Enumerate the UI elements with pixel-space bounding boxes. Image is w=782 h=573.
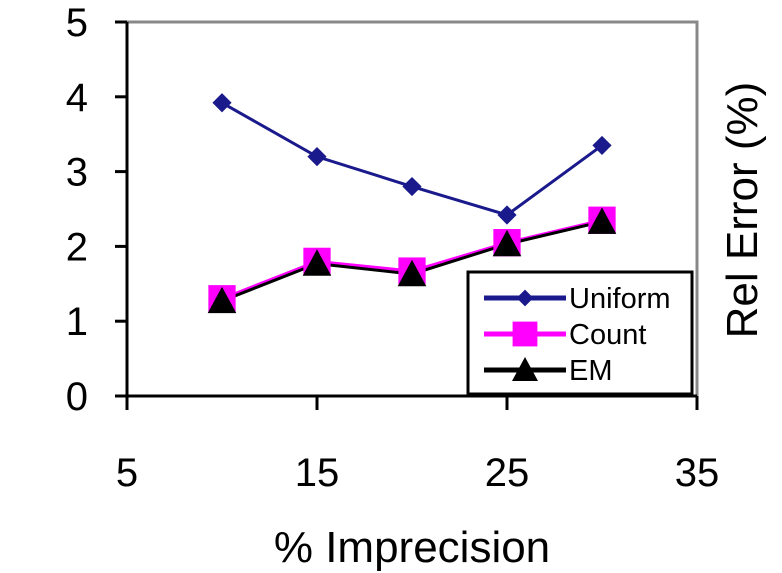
y-tick-label: 1 xyxy=(66,300,88,344)
x-tick-label: 25 xyxy=(485,451,530,495)
data-point-em xyxy=(207,286,237,314)
y-tick-label: 2 xyxy=(66,225,88,269)
x-axis-title: % Imprecision xyxy=(274,523,550,572)
y-tick-label: 0 xyxy=(66,375,88,419)
x-tick-label: 15 xyxy=(295,451,340,495)
legend-label-count: Count xyxy=(569,319,646,351)
legend-marker-em xyxy=(512,357,538,382)
legend-marker-uniform xyxy=(516,289,534,307)
data-point-em xyxy=(492,229,522,257)
y-axis-title: Rel Error (%) xyxy=(718,82,767,339)
y-tick-label: 5 xyxy=(66,1,88,45)
x-tick-label: 5 xyxy=(116,451,138,495)
legend-marker-count xyxy=(512,321,538,347)
data-point-em xyxy=(587,207,617,234)
legend: Uniform Count EM xyxy=(466,270,694,396)
data-point-uniform xyxy=(497,205,517,225)
data-point-uniform xyxy=(212,93,232,113)
y-tick-label: 4 xyxy=(66,76,88,120)
data-point-uniform xyxy=(592,135,612,156)
data-point-uniform xyxy=(402,176,422,197)
data-point-uniform xyxy=(307,147,327,167)
data-point-em xyxy=(397,259,427,287)
legend-label-uniform: Uniform xyxy=(569,283,671,315)
y-tick-label: 3 xyxy=(66,151,88,195)
legend-label-em: EM xyxy=(569,355,613,387)
x-tick-label: 35 xyxy=(675,451,720,495)
data-point-em xyxy=(302,249,332,276)
